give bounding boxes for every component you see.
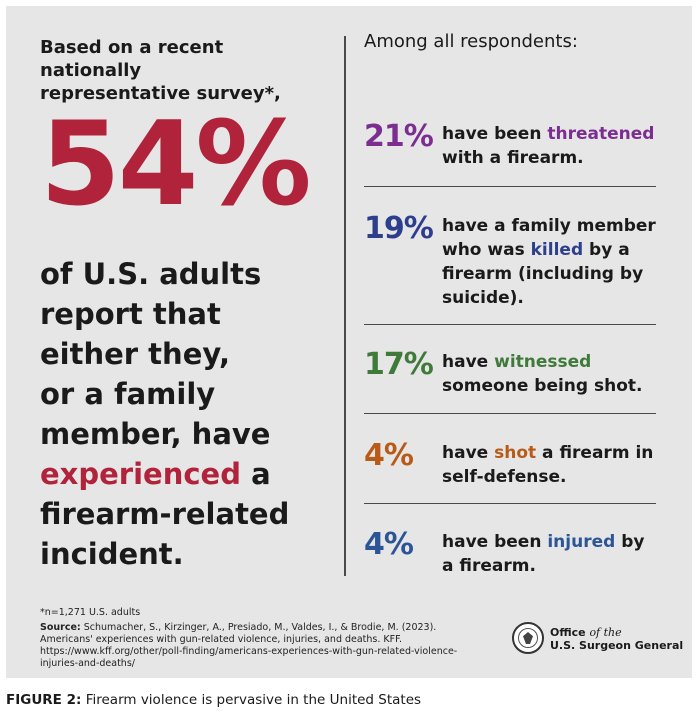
intro-line-2: representative survey*, <box>40 83 281 104</box>
lead-line: either they, <box>40 337 231 371</box>
stat-keyword: injured <box>547 532 616 552</box>
vertical-divider <box>344 36 346 576</box>
lead-line: experienced a <box>40 454 340 494</box>
stat-keyword: witnessed <box>494 352 592 372</box>
lead-line: or a family <box>40 377 216 411</box>
stat-description: have been injured by a firearm. <box>442 530 656 578</box>
stat-separator <box>364 413 656 414</box>
lead-line: incident. <box>40 537 184 571</box>
org-italic: of the <box>589 626 622 639</box>
stat-percentage: 4% <box>364 438 414 473</box>
stat-percentage: 4% <box>364 527 414 562</box>
stat-percentage: 21% <box>364 119 434 154</box>
lead-statement: of U.S. adults report that either they, … <box>40 254 340 574</box>
source-citation: Source: Schumacher, S., Kirzinger, A., P… <box>40 622 490 670</box>
stat-text: a firearm in self-defense. <box>442 443 654 487</box>
stat-text: have <box>442 443 495 463</box>
source-label: Source: <box>40 622 81 633</box>
stat-percentage: 17% <box>364 347 434 382</box>
lead-line: report that <box>40 297 221 331</box>
intro-text: Based on a recent nationally representat… <box>40 36 330 105</box>
stat-text: have been <box>442 532 548 552</box>
stat-separator <box>364 186 656 187</box>
stat-keyword: threatened <box>547 124 655 144</box>
source-text: Schumacher, S., Kirzinger, A., Presiado,… <box>40 622 458 669</box>
org-word: Office <box>550 626 590 639</box>
stat-text: have been <box>442 124 548 144</box>
infographic-panel <box>6 6 692 678</box>
caption-label: FIGURE 2: <box>6 692 82 708</box>
org-line-1: Office of the <box>550 626 683 639</box>
stat-text: by a firearm (including by suicide). <box>442 240 644 308</box>
lead-highlight: experienced <box>40 457 241 491</box>
stat-percentage: 19% <box>364 211 434 246</box>
stat-description: have a family member who was killed by a… <box>442 214 656 310</box>
footnote: *n=1,271 U.S. adults <box>40 607 141 618</box>
stat-description: have shot a firearm in self-defense. <box>442 441 656 489</box>
lead-line-rest: a <box>240 457 271 491</box>
stat-text: with a firearm. <box>442 148 584 168</box>
surgeon-general-seal-icon <box>512 622 544 654</box>
lead-line: of U.S. adults <box>40 257 262 291</box>
intro-line-1: Based on a recent nationally <box>40 37 224 81</box>
stat-description: have witnessed someone being shot. <box>442 350 656 398</box>
stat-text: have a family member who was <box>442 216 656 260</box>
seal-eagle-icon <box>523 632 533 644</box>
stat-text: someone being shot. <box>442 376 643 396</box>
right-heading-wrap: Among all respondents: <box>364 30 662 54</box>
stat-keyword: shot <box>494 443 537 463</box>
stat-keyword: killed <box>530 240 584 260</box>
stat-text: have <box>442 352 495 372</box>
org-line-2: U.S. Surgeon General <box>550 639 684 652</box>
stat-separator <box>364 324 656 325</box>
headline-percentage: 54% <box>40 97 312 232</box>
seal-ring <box>518 628 538 648</box>
stat-description: have been threatened with a firearm. <box>442 122 656 170</box>
right-heading: Among all respondents: <box>364 31 578 52</box>
stat-separator <box>364 503 656 504</box>
stat-text: by a firearm. <box>442 532 645 576</box>
lead-line: member, have <box>40 417 271 451</box>
figure-caption: FIGURE 2: Firearm violence is pervasive … <box>6 691 421 709</box>
caption-text: Firearm violence is pervasive in the Uni… <box>81 692 422 708</box>
lead-line: firearm-related <box>40 497 290 531</box>
org-logo-text: Office of the U.S. Surgeon General <box>550 626 683 652</box>
